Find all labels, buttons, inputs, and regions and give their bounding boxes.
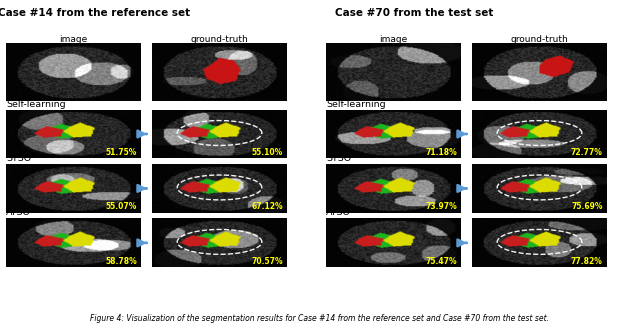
Text: STSO: STSO [6, 154, 31, 163]
Text: 55.10%: 55.10% [252, 148, 283, 157]
Text: image: image [380, 35, 408, 44]
Text: 75.47%: 75.47% [425, 257, 457, 266]
Text: image: image [60, 35, 88, 44]
Text: ground-truth: ground-truth [191, 35, 248, 44]
Text: 75.69%: 75.69% [571, 202, 603, 212]
Text: 71.18%: 71.18% [425, 148, 457, 157]
Text: STSO: STSO [326, 154, 351, 163]
Text: 51.75%: 51.75% [106, 148, 137, 157]
Text: Case #70 from the test set: Case #70 from the test set [335, 8, 493, 18]
Text: 58.78%: 58.78% [105, 257, 137, 266]
Text: ATSO: ATSO [6, 209, 31, 217]
Text: ATSO: ATSO [326, 209, 351, 217]
Text: Case #14 from the reference set: Case #14 from the reference set [0, 8, 190, 18]
Text: 73.97%: 73.97% [425, 202, 457, 212]
Text: 70.57%: 70.57% [251, 257, 283, 266]
Text: 55.07%: 55.07% [106, 202, 137, 212]
Text: 72.77%: 72.77% [571, 148, 603, 157]
Text: Self-learning: Self-learning [6, 100, 66, 109]
Text: 67.12%: 67.12% [251, 202, 283, 212]
Text: Self-learning: Self-learning [326, 100, 386, 109]
Text: Figure 4: Visualization of the segmentation results for Case #14 from the refere: Figure 4: Visualization of the segmentat… [90, 314, 550, 323]
Text: ground-truth: ground-truth [511, 35, 568, 44]
Text: 77.82%: 77.82% [571, 257, 603, 266]
